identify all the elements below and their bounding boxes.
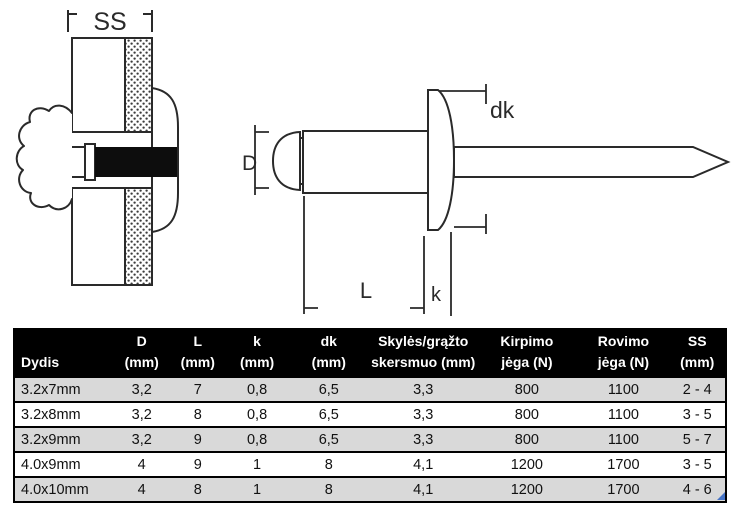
ss-dimension-ticks [67, 10, 153, 32]
cell-dk: 8 [324, 481, 333, 498]
cell-shear: 800 [514, 406, 539, 423]
cell-dk: 6,5 [318, 406, 339, 423]
plate-bottom-hatched [124, 187, 153, 286]
l-dimension-label: L [360, 278, 372, 303]
header-pull-force: Rovimo jėga (N) [597, 333, 650, 370]
header-hole-diameter: Skylės/grąžto skersmuo (mm) [371, 333, 476, 370]
cell-dk: 6,5 [318, 431, 339, 448]
k-bottom-dimension-lines [410, 232, 452, 316]
cell-k: 0,8 [246, 406, 268, 423]
cell-size: 3.2x8mm [21, 406, 81, 423]
cell-ss: 4 - 6 [682, 481, 712, 498]
mandrel-channel-lines [72, 146, 85, 178]
header-d: D (mm) [124, 333, 159, 370]
cell-hole: 3,3 [413, 431, 434, 448]
d-dimension-label: D [242, 152, 257, 175]
cell-ss: 5 - 7 [682, 431, 712, 448]
cell-d: 4 [137, 456, 146, 473]
cell-pull: 1100 [607, 431, 639, 448]
cell-ss: 2 - 4 [682, 381, 712, 398]
header-dk: dk (mm) [311, 333, 346, 370]
mandrel-remnant [95, 147, 177, 177]
cell-d: 3,2 [131, 406, 152, 423]
cell-ss: 3 - 5 [682, 406, 712, 423]
rivet-dimension-diagram: D dk L k [242, 84, 731, 316]
cell-d: 4 [137, 481, 146, 498]
cell-hole: 3,3 [413, 381, 434, 398]
rivet-body [302, 130, 429, 194]
table-row: 4.0x10mm 4 8 1 8 4,1 1200 1700 4 - 6 [15, 476, 725, 501]
d-dimension-lines [254, 125, 269, 195]
cell-l: 9 [193, 431, 202, 448]
cell-k: 0,8 [246, 381, 268, 398]
cell-size: 3.2x9mm [21, 431, 81, 448]
cell-pull: 1700 [607, 456, 640, 473]
cell-size: 3.2x7mm [21, 381, 81, 398]
cell-l: 8 [193, 481, 202, 498]
cell-k: 1 [253, 456, 262, 473]
resize-handle-icon [717, 492, 725, 500]
ss-dimension-label: SS [93, 8, 126, 36]
cell-l: 9 [193, 456, 202, 473]
table-row: 3.2x9mm 3,2 9 0,8 6,5 3,3 800 1100 5 - 7 [15, 426, 725, 451]
table-row: 4.0x9mm 4 9 1 8 4,1 1200 1700 3 - 5 [15, 451, 725, 476]
cell-hole: 4,1 [413, 456, 434, 473]
table-row: 3.2x8mm 3,2 8 0,8 6,5 3,3 800 1100 3 - 5 [15, 401, 725, 426]
dk-dimension-lines [439, 84, 487, 104]
header-shear-force: Kirpimo jėga (N) [500, 333, 554, 370]
cell-d: 3,2 [131, 381, 152, 398]
cell-hole: 4,1 [413, 481, 434, 498]
table-row: 3.2x7mm 3,2 7 0,8 6,5 3,3 800 1100 2 - 4 [15, 376, 725, 401]
cell-dk: 6,5 [318, 381, 339, 398]
rivet-flange [427, 89, 456, 231]
blind-head-outline [15, 104, 73, 211]
plate-bottom-left [71, 187, 126, 286]
dk-dimension-label: dk [490, 97, 515, 123]
cell-d: 3,2 [131, 431, 152, 448]
cell-size: 4.0x10mm [21, 481, 89, 498]
cell-l: 8 [193, 406, 202, 423]
cell-size: 4.0x9mm [21, 456, 81, 473]
plate-top-left [71, 37, 126, 133]
header-ss: SS (mm) [680, 333, 715, 370]
plate-top-hatched [124, 37, 153, 133]
rivet-spec-table: Dydis D (mm) L (mm) k (mm) dk (mm) Skylė… [13, 328, 727, 503]
k-top-dimension-lines [454, 214, 487, 234]
cell-hole: 3,3 [413, 406, 434, 423]
header-l: L (mm) [180, 333, 215, 370]
cell-shear: 800 [514, 431, 539, 448]
rivet-shell-end [84, 143, 96, 181]
l-dimension-lines [303, 196, 318, 314]
cell-shear: 1200 [510, 481, 543, 498]
mandrel-stem [453, 146, 731, 178]
k-dimension-label: k [431, 284, 442, 306]
table-header: Dydis D (mm) L (mm) k (mm) dk (mm) Skylė… [15, 330, 725, 376]
mandrel-head-dome [271, 130, 301, 192]
cell-k: 0,8 [246, 431, 268, 448]
blind-head-fill [16, 105, 72, 210]
cell-dk: 8 [324, 456, 333, 473]
cell-shear: 800 [514, 381, 539, 398]
header-dydis: Dydis [21, 354, 60, 370]
cell-pull: 1100 [607, 406, 639, 423]
cell-shear: 1200 [510, 456, 543, 473]
cell-k: 1 [253, 481, 262, 498]
cell-ss: 3 - 5 [682, 456, 712, 473]
cell-l: 7 [193, 381, 202, 398]
installed-rivet-diagram: SS [15, 8, 179, 286]
cell-pull: 1700 [607, 481, 640, 498]
header-k: k (mm) [239, 333, 275, 370]
cell-pull: 1100 [607, 381, 639, 398]
